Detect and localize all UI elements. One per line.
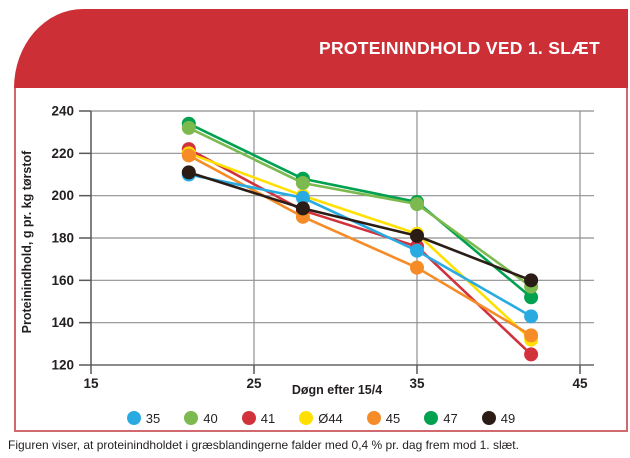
legend-item-47: 47 xyxy=(424,410,458,426)
legend-swatch-Ø44 xyxy=(299,411,314,425)
legend-item-45: 45 xyxy=(366,410,401,426)
legend-item-35: 35 xyxy=(126,410,161,426)
legend-label-47: 47 xyxy=(443,410,458,426)
legend-swatch-40 xyxy=(184,411,199,425)
legend-label-Ø44: Ø44 xyxy=(318,410,343,426)
chart-legend: 35 40 41 Ø44 45 47 49 xyxy=(14,406,628,430)
figure-caption: Figuren viser, at proteinindholdet i græ… xyxy=(8,438,519,452)
legend-swatch-45 xyxy=(366,411,381,425)
legend-item-41: 41 xyxy=(241,410,276,426)
header-banner: PROTEININDHOLD VED 1. SLÆT xyxy=(14,9,628,88)
legend-swatch-41 xyxy=(241,411,256,425)
chart-title: PROTEININDHOLD VED 1. SLÆT xyxy=(318,38,600,58)
legend-label-49: 49 xyxy=(500,410,516,426)
legend-item-Ø44: Ø44 xyxy=(299,411,343,425)
legend-label-35: 35 xyxy=(145,410,161,426)
legend-item-40: 40 xyxy=(184,410,218,426)
legend-label-41: 41 xyxy=(260,410,276,426)
legend-swatch-47 xyxy=(424,411,439,425)
legend-swatch-35 xyxy=(126,411,141,425)
legend-label-45: 45 xyxy=(385,410,401,426)
legend-swatch-49 xyxy=(481,411,496,425)
chart-panel xyxy=(14,88,628,432)
legend-item-49: 49 xyxy=(481,410,516,426)
legend-label-40: 40 xyxy=(203,410,218,426)
